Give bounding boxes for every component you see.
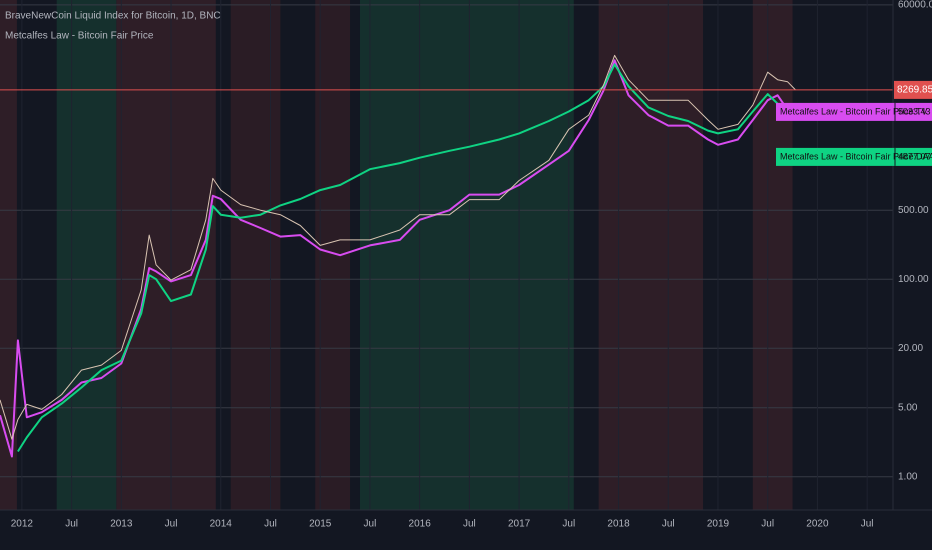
- background-band: [752, 0, 793, 510]
- chart-subtitle: Metcalfes Law - Bitcoin Fair Price: [5, 31, 154, 42]
- y-tick-label: 5.00: [898, 402, 918, 413]
- bands: [0, 0, 793, 510]
- background-band: [0, 0, 17, 510]
- x-tick-label: Jul: [165, 519, 178, 530]
- series-line: [0, 59, 796, 458]
- background-band: [359, 0, 574, 510]
- series-tag-name: Metcalfes Law - Bitcoin Fair Price:TV: [780, 106, 928, 116]
- price-tag-value: 8269.85: [897, 85, 932, 96]
- x-tick-label: 2019: [707, 519, 730, 530]
- x-tick-label: 2014: [210, 519, 233, 530]
- series-tag: [776, 102, 932, 121]
- x-tick-label: Jul: [364, 519, 377, 530]
- y-tick-label: 20.00: [898, 343, 923, 354]
- background-band: [230, 0, 281, 510]
- chart-title: BraveNewCoin Liquid Index for Bitcoin, 1…: [5, 11, 221, 22]
- x-tick-label: 2020: [806, 519, 829, 530]
- y-tick-label: 1.00: [898, 471, 918, 482]
- background-band: [116, 0, 216, 510]
- x-tick-label: 2017: [508, 519, 531, 530]
- x-tick-label: 2012: [11, 519, 34, 530]
- y-tick-label: 100.00: [898, 274, 929, 285]
- x-tick-label: Jul: [662, 519, 675, 530]
- x-tick-label: 2018: [607, 519, 630, 530]
- x-tick-label: 2013: [110, 519, 133, 530]
- series-tag-value: 5033.43: [898, 106, 931, 116]
- x-tick-label: 2016: [409, 519, 432, 530]
- grid: 1.00 5.00 20.00 100.00 500.00 60000.00 2012 Jul…: [0, 0, 932, 530]
- x-tick-label: 2015: [309, 519, 332, 530]
- x-tick-label: Jul: [463, 519, 476, 530]
- x-tick-label: Jul: [562, 519, 575, 530]
- x-tick-label: Jul: [861, 519, 874, 530]
- background-band: [56, 0, 117, 510]
- y-tick-label: 500.00: [898, 205, 929, 216]
- series-tag-value: 4877.07: [898, 151, 931, 161]
- tags: 8269.85 Metcalfes Law - Bitcoin Fair Pric…: [776, 80, 932, 166]
- series-line: [17, 63, 796, 453]
- x-tick-label: Jul: [264, 519, 277, 530]
- price-tag: [894, 80, 932, 99]
- background-band: [315, 0, 351, 510]
- y-tick-label: 60000.00: [898, 0, 932, 11]
- lines: [0, 54, 893, 458]
- x-tick-label: Jul: [65, 519, 78, 530]
- series-tag-name: Metcalfes Law - Bitcoin Fair Price:DAA: [780, 151, 932, 161]
- series-tag: [776, 147, 932, 166]
- x-tick-label: Jul: [761, 519, 774, 530]
- series-line: [0, 54, 796, 440]
- background-band: [598, 0, 704, 510]
